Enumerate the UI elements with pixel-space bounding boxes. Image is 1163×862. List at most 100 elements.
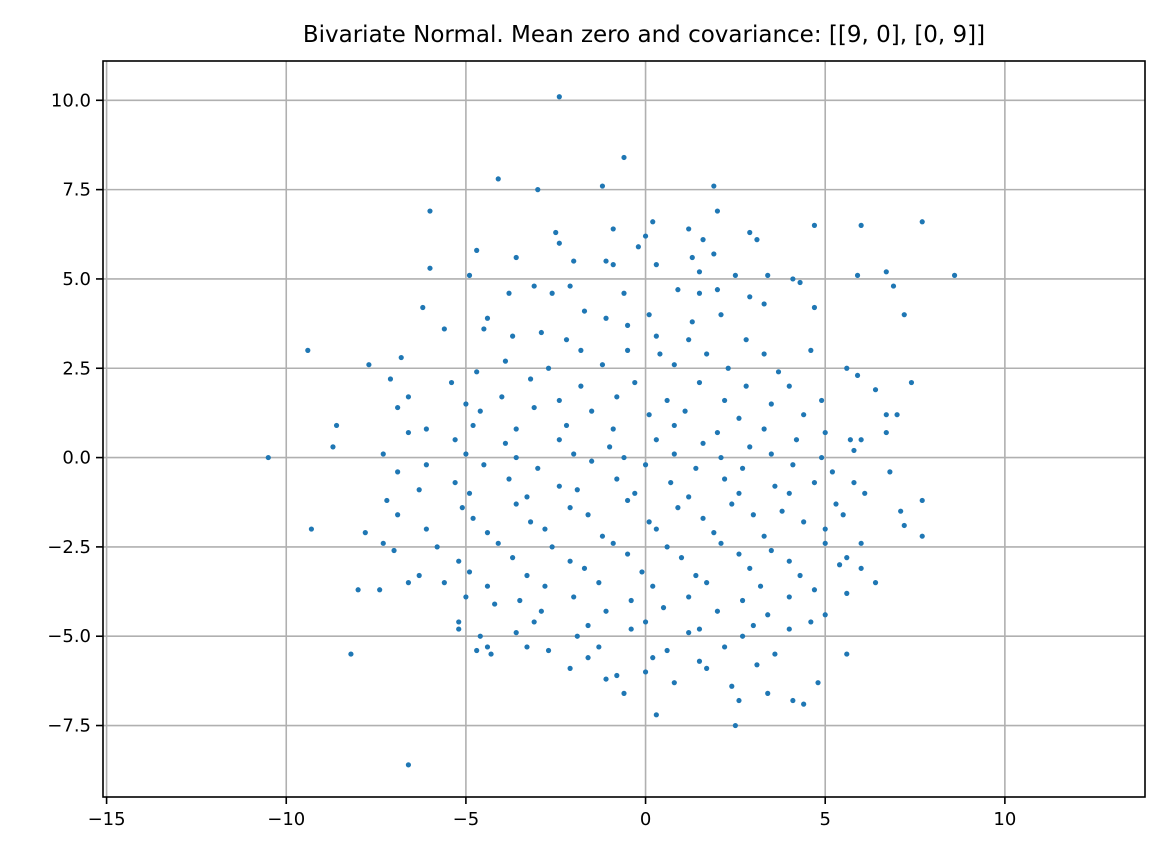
data-point: [484, 583, 491, 589]
y-tick-label: −7.5: [47, 716, 91, 737]
data-point: [811, 587, 818, 593]
points: [265, 94, 958, 768]
data-point: [729, 501, 735, 507]
data-point: [527, 376, 534, 382]
data-point: [797, 279, 803, 286]
data-point: [531, 404, 537, 411]
data-point: [883, 429, 889, 436]
data-point: [650, 583, 656, 589]
data-point: [474, 369, 480, 375]
data-point: [556, 483, 562, 489]
data-point: [682, 408, 688, 414]
data-point: [754, 237, 760, 243]
data-point: [858, 565, 864, 571]
data-point: [711, 530, 717, 536]
data-point: [714, 287, 721, 293]
data-point: [624, 551, 631, 557]
data-point: [901, 312, 907, 318]
data-point: [574, 487, 580, 493]
data-point: [488, 651, 494, 657]
data-point: [513, 254, 519, 261]
data-point: [581, 565, 588, 571]
data-point: [779, 508, 785, 514]
data-point: [535, 465, 541, 471]
data-point: [686, 337, 692, 343]
data-point: [765, 272, 771, 278]
data-point: [642, 462, 649, 468]
data-point: [416, 572, 422, 579]
data-point: [722, 644, 728, 650]
data-point: [624, 347, 631, 353]
data-point: [567, 665, 573, 671]
data-point: [747, 444, 753, 450]
data-point: [887, 469, 893, 475]
data-point: [696, 626, 703, 632]
data-point: [607, 444, 613, 450]
x-tick-label: −10: [267, 809, 305, 830]
data-point: [624, 322, 631, 328]
data-point: [510, 333, 516, 339]
data-point: [621, 690, 627, 696]
data-point: [567, 283, 573, 289]
data-point: [628, 626, 634, 632]
data-point: [696, 658, 703, 664]
data-point: [736, 490, 742, 496]
data-point: [477, 408, 483, 414]
data-point: [642, 233, 649, 239]
data-point: [632, 490, 638, 496]
data-point: [466, 490, 473, 496]
plot-frame: [102, 60, 1146, 798]
data-point: [700, 440, 706, 446]
data-point: [635, 244, 641, 250]
data-point: [642, 669, 649, 675]
data-point: [653, 712, 659, 718]
data-point: [427, 265, 433, 271]
data-point: [793, 437, 800, 443]
data-point: [578, 383, 584, 389]
data-point: [366, 362, 372, 368]
y-tick-label: 0.0: [62, 448, 91, 469]
data-point: [549, 290, 555, 296]
data-point: [847, 437, 853, 443]
data-point: [700, 237, 706, 243]
data-point: [524, 572, 530, 579]
data-point: [614, 394, 620, 400]
data-point: [858, 437, 864, 443]
data-point: [405, 429, 412, 436]
data-point: [722, 397, 728, 404]
data-point: [660, 605, 667, 611]
data-point: [484, 315, 491, 321]
data-point: [689, 254, 695, 261]
data-point: [571, 594, 577, 600]
data-point: [786, 490, 792, 496]
data-point: [768, 401, 774, 407]
data-point: [844, 555, 850, 561]
data-point: [722, 476, 728, 482]
data-point: [391, 547, 397, 554]
data-point: [664, 397, 670, 404]
x-tick-label: −15: [88, 809, 126, 830]
data-point: [513, 426, 519, 432]
data-point: [578, 347, 584, 353]
data-point: [599, 533, 606, 539]
data-point: [416, 487, 422, 493]
data-point: [743, 337, 749, 343]
data-point: [844, 590, 850, 596]
data-point: [743, 383, 749, 389]
data-point: [858, 540, 864, 546]
data-point: [653, 262, 659, 268]
data-point: [704, 665, 710, 671]
data-point: [919, 533, 925, 539]
data-point: [761, 351, 767, 357]
data-point: [434, 544, 440, 550]
data-point: [646, 412, 652, 418]
data-point: [610, 262, 616, 268]
data-point: [456, 619, 462, 625]
x-tick-label: 0: [640, 809, 651, 830]
data-point: [470, 515, 476, 521]
data-point: [790, 697, 796, 704]
data-point: [819, 397, 825, 404]
data-point: [761, 301, 767, 307]
data-point: [858, 222, 864, 228]
